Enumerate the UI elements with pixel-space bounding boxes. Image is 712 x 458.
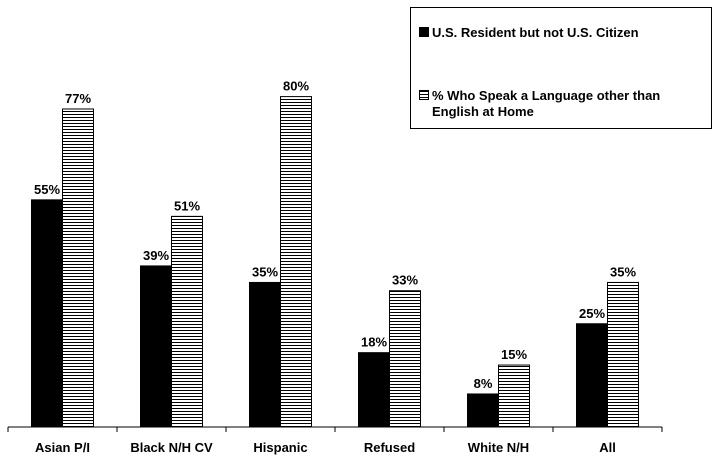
bar-resident-3 — [358, 352, 390, 428]
data-label-resident-5: 25% — [579, 306, 605, 321]
category-label-3: Refused — [364, 440, 415, 455]
data-label-resident-1: 39% — [143, 248, 169, 263]
bar-resident-1 — [140, 265, 172, 428]
data-label-resident-2: 35% — [252, 264, 278, 279]
bar-language-2 — [280, 96, 312, 428]
data-label-resident-0: 55% — [34, 182, 60, 197]
bar-language-0 — [62, 108, 94, 428]
category-label-2: Hispanic — [253, 440, 307, 455]
legend-label-language: % Who Speak a Language other than Englis… — [432, 88, 661, 119]
legend-item-language: % Who Speak a Language other than Englis… — [419, 88, 705, 120]
data-label-resident-4: 8% — [474, 376, 493, 391]
data-label-language-1: 51% — [174, 198, 200, 213]
data-label-language-5: 35% — [610, 264, 636, 279]
category-label-0: Asian P/I — [35, 440, 90, 455]
bar-language-3 — [389, 290, 421, 428]
legend-label-resident: U.S. Resident but not U.S. Citizen — [432, 25, 639, 40]
data-label-resident-3: 18% — [361, 335, 387, 350]
legend-swatch-striped — [419, 90, 429, 100]
bar-resident-0 — [31, 199, 63, 428]
category-label-1: Black N/H CV — [130, 440, 213, 455]
bar-resident-5 — [576, 323, 608, 428]
bar-language-5 — [607, 281, 639, 428]
bar-language-4 — [498, 364, 530, 428]
data-label-language-4: 15% — [501, 347, 527, 362]
bar-resident-4 — [467, 393, 499, 428]
legend-swatch-solid — [419, 27, 429, 37]
category-label-4: White N/H — [468, 440, 529, 455]
category-label-5: All — [599, 440, 616, 455]
data-label-language-2: 80% — [283, 79, 309, 94]
bar-language-1 — [171, 215, 203, 428]
data-label-language-3: 33% — [392, 273, 418, 288]
data-label-language-0: 77% — [65, 91, 91, 106]
bar-resident-2 — [249, 281, 281, 428]
legend-item-resident: U.S. Resident but not U.S. Citizen — [419, 25, 639, 41]
legend: U.S. Resident but not U.S. Citizen % Who… — [410, 7, 712, 129]
